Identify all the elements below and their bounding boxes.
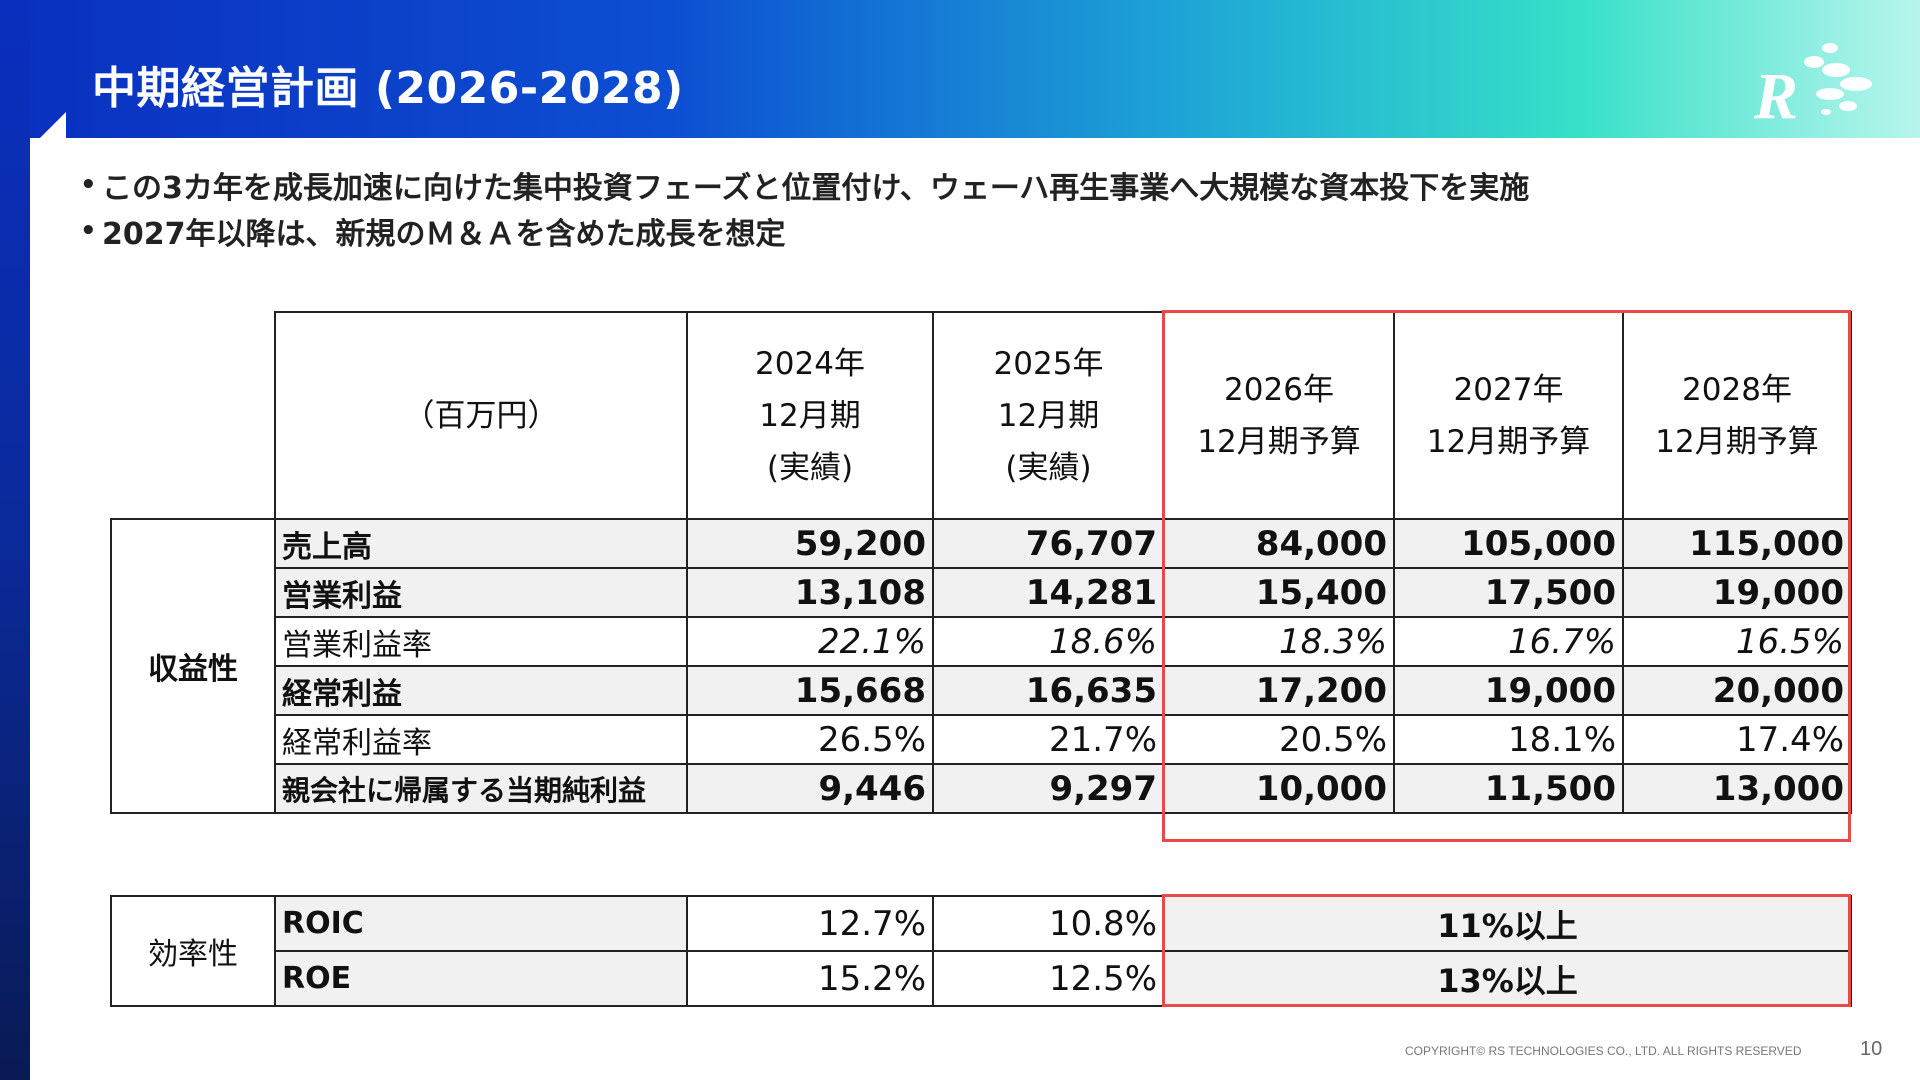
svg-text:R: R [1753,60,1798,126]
cell-value: 14,281 [932,567,1165,618]
cell-value: 10.8% [932,895,1165,952]
cell-value: 76,707 [932,518,1165,569]
header-line: 2025年 [993,345,1104,382]
bullet-list: • この3カ年を成長加速に向けた集中投資フェーズと位置付け、ウェーハ再生事業へ大… [80,162,1529,254]
row-label: 経常利益 [274,665,688,716]
cell-value: 18.3% [1163,616,1395,667]
table-row: 効率性 ROIC 12.7% 10.8% 11%以上 [110,895,1852,1007]
page-title: 中期経営計画 (2026-2028) [92,63,684,114]
header-line: 12月期予算 [1197,423,1361,460]
cell-value: 115,000 [1622,518,1852,569]
header-line: 2024年 [755,345,865,382]
cell-value: 19,000 [1393,665,1624,716]
bullet-text: この3カ年を成長加速に向けた集中投資フェーズと位置付け、ウェーハ再生事業へ大規模… [102,171,1530,206]
cell-value: 18.1% [1393,714,1624,765]
cell-value: 18.6% [932,616,1165,667]
header-banner [0,0,1920,138]
header-line: 12月期予算 [1655,423,1819,460]
company-logo: R [1753,43,1872,126]
empty-corner [111,312,275,519]
cell-value: 21.7% [932,714,1165,765]
header-2024: 2024年 12月期 (実績) [686,311,934,520]
header-2028: 2028年 12月期予算 [1622,311,1852,520]
row-label: ROE [274,950,688,1007]
header-line: 2027年 [1453,371,1564,408]
header-line: 12月期予算 [1426,423,1591,460]
bullet-item: • この3カ年を成長加速に向けた集中投資フェーズと位置付け、ウェーハ再生事業へ大… [80,162,1529,208]
cell-value: 17.4% [1622,714,1852,765]
cell-value: 9,446 [686,763,934,814]
cell-value: 12.7% [686,895,934,952]
left-sidebar-band [0,0,30,1080]
header-2027: 2027年 12月期予算 [1393,311,1624,520]
cell-value: 9,297 [932,763,1165,814]
row-label: 売上高 [274,518,688,569]
cell-value: 13,000 [1622,763,1852,814]
header-line: 12月期 [759,397,861,434]
table-row: ROE 15.2% 12.5% 13%以上 [111,950,1852,1007]
cell-value: 13,108 [686,567,934,618]
header-line: (実績) [1005,449,1092,486]
cell-value: 17,500 [1393,567,1624,618]
header-2026: 2026年 12月期予算 [1163,311,1395,520]
bullet-icon: • [80,170,97,200]
target-value: 11%以上 [1163,895,1852,952]
row-label: 営業利益 [274,567,688,618]
cell-value: 15,668 [686,665,934,716]
cell-value: 20,000 [1622,665,1852,716]
financial-table: （百万円） 2024年 12月期 (実績) 2025年 12月期 (実績) 20… [110,311,1852,814]
cell-value: 16.7% [1393,616,1624,667]
table-row: 収益性 売上高 59,200 76,707 84,000 105,000 115… [110,518,1852,814]
header-line: 12月期 [997,397,1100,434]
row-label: 親会社に帰属する当期純利益 [274,763,688,814]
cell-value: 17,200 [1163,665,1395,716]
row-label: 経常利益率 [274,714,688,765]
table-header-row: （百万円） 2024年 12月期 (実績) 2025年 12月期 (実績) 20… [111,311,1852,520]
cell-value: 84,000 [1163,518,1395,569]
page-number: 10 [1860,1038,1883,1060]
efficiency-table: 効率性 ROIC 12.7% 10.8% 11%以上 ROE 15.2% 12.… [110,895,1852,1007]
cell-value: 15,400 [1163,567,1395,618]
table-row: 営業利益率 22.1% 18.6% 18.3% 16.7% 16.5% [111,616,1852,667]
bullet-text: 2027年以降は、新規のＭ＆Ａを含めた成長を想定 [102,217,786,252]
row-label: 営業利益率 [274,616,688,667]
table-row: 経常利益率 26.5% 21.7% 20.5% 18.1% 17.4% [111,714,1852,765]
header-line: 2028年 [1682,371,1792,408]
cell-value: 105,000 [1393,518,1624,569]
table-row: 親会社に帰属する当期純利益 9,446 9,297 10,000 11,500 … [111,763,1852,814]
cell-value: 26.5% [686,714,934,765]
header-line: (実績) [766,449,854,486]
category-profitability: 収益性 [110,518,276,814]
cell-value: 15.2% [686,950,934,1007]
header-2025: 2025年 12月期 (実績) [932,311,1165,520]
cell-value: 20.5% [1163,714,1395,765]
row-label: ROIC [274,895,688,952]
cell-value: 11,500 [1393,763,1624,814]
bullet-icon: • [80,216,97,246]
target-value: 13%以上 [1163,950,1852,1007]
cell-value: 16.5% [1622,616,1852,667]
cell-value: 16,635 [932,665,1165,716]
copyright-footer: COPYRIGHT© RS TECHNOLOGIES CO., LTD. ALL… [1405,1044,1802,1058]
table-row: 経常利益 15,668 16,635 17,200 19,000 20,000 [111,665,1852,716]
category-efficiency: 効率性 [110,895,276,1007]
table-row: 営業利益 13,108 14,281 15,400 17,500 19,000 [111,567,1852,618]
panel-corner [30,112,66,148]
cell-value: 19,000 [1622,567,1852,618]
header-line: 2026年 [1224,371,1334,408]
cell-value: 22.1% [686,616,934,667]
cell-value: 59,200 [686,518,934,569]
unit-label: （百万円） [274,311,688,520]
cell-value: 10,000 [1163,763,1395,814]
cell-value: 12.5% [932,950,1165,1007]
bullet-item: • 2027年以降は、新規のＭ＆Ａを含めた成長を想定 [80,208,1529,254]
